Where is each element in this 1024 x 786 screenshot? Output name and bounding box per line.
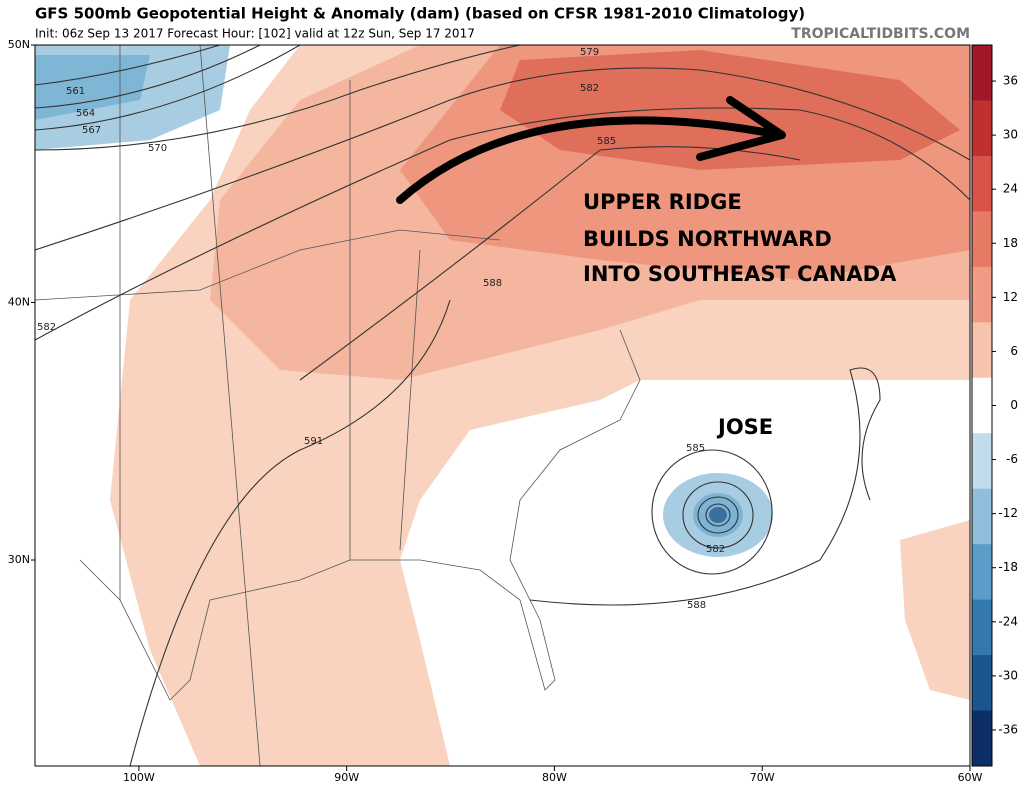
x-tick-label: 60W xyxy=(958,771,983,784)
colorbar-tick-label: -12 xyxy=(998,506,1018,520)
annotation: BUILDS NORTHWARD xyxy=(583,227,832,251)
colorbar-tick-label: 6 xyxy=(1010,344,1018,358)
contour-label: 582 xyxy=(706,544,725,555)
contour-label: 585 xyxy=(686,443,705,454)
contour-label: 585 xyxy=(597,136,616,147)
colorbar-segment xyxy=(972,655,992,712)
annotation: UPPER RIDGE xyxy=(583,190,742,214)
subtitle: Init: 06z Sep 13 2017 Forecast Hour: [10… xyxy=(35,27,475,41)
colorbar-segment xyxy=(972,45,992,101)
y-tick-label: 50N xyxy=(8,38,30,51)
colorbar-tick-label: 24 xyxy=(1003,182,1018,196)
colorbar-segment xyxy=(972,544,992,601)
colorbar-tick-label: -30 xyxy=(998,668,1018,682)
colorbar-tick-label: 12 xyxy=(1003,290,1018,304)
colorbar-tick-label: 0 xyxy=(1010,398,1018,412)
contour-label: 570 xyxy=(148,143,167,154)
title: GFS 500mb Geopotential Height & Anomaly … xyxy=(35,5,805,23)
colorbar-segment xyxy=(972,377,992,434)
contour-label: 588 xyxy=(483,278,502,289)
colorbar-segment xyxy=(972,211,992,268)
colorbar-segment xyxy=(972,155,992,212)
contour-label: 561 xyxy=(66,86,85,97)
contour-label: 582 xyxy=(37,322,56,333)
y-tick-label: 30N xyxy=(8,553,30,566)
colorbar-segment xyxy=(972,599,992,656)
x-tick-label: 100W xyxy=(123,771,155,784)
annotation: INTO SOUTHEAST CANADA xyxy=(583,262,897,286)
colorbar-tick-label: 18 xyxy=(1003,236,1018,250)
contour-label: 588 xyxy=(687,600,706,611)
colorbar-segment xyxy=(972,322,992,379)
colorbar-segment xyxy=(972,100,992,157)
colorbar-segment xyxy=(972,488,992,545)
colorbar-tick-label: -36 xyxy=(998,722,1018,736)
colorbar-segment xyxy=(972,433,992,490)
watermark: TROPICALTIDBITS.COM xyxy=(791,26,970,42)
colorbar-tick-label: -24 xyxy=(998,614,1018,628)
contour-label: 564 xyxy=(76,108,95,119)
x-tick-label: 90W xyxy=(334,771,359,784)
contour-label: 567 xyxy=(82,125,101,136)
contour-label: 591 xyxy=(304,436,323,447)
x-tick-label: 70W xyxy=(750,771,775,784)
colorbar-tick-label: -6 xyxy=(1006,452,1018,466)
contour-label: 579 xyxy=(580,47,599,58)
colorbar-tick-label: 30 xyxy=(1003,128,1018,142)
contour-label: 582 xyxy=(580,83,599,94)
colorbar-segment xyxy=(972,266,992,323)
colorbar-tick-label: -18 xyxy=(998,560,1018,574)
y-tick-label: 40N xyxy=(8,296,30,309)
x-tick-label: 80W xyxy=(542,771,567,784)
annotation: JOSE xyxy=(716,415,773,439)
colorbar-segment xyxy=(972,710,992,767)
map-area: 561 564 567 570 579 582 585 588 582 591 … xyxy=(35,45,970,766)
colorbar-tick-label: 36 xyxy=(1003,74,1018,88)
map-frame xyxy=(34,44,971,767)
